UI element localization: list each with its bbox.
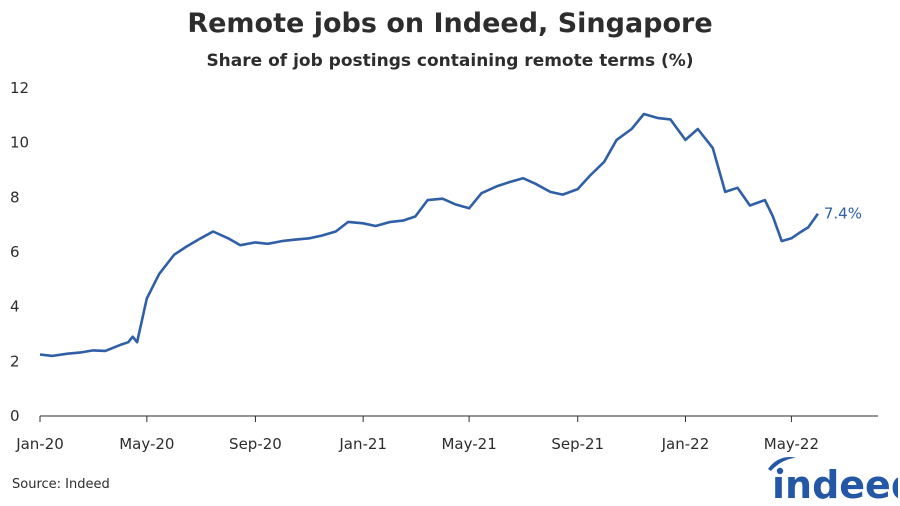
series-line	[39, 112, 819, 358]
chart-title: Remote jobs on Indeed, Singapore	[187, 8, 713, 39]
y-tick-label: 8	[10, 188, 20, 206]
source-note: Source: Indeed	[12, 477, 110, 492]
x-tick-label: Jan-22	[661, 435, 710, 453]
x-tick-label: Jan-20	[15, 435, 64, 453]
y-tick-label: 10	[10, 134, 29, 152]
end-value-label: 7.4%	[824, 205, 862, 223]
svg-text:ındeed: ındeed	[772, 463, 898, 503]
y-tick-label: 2	[10, 352, 20, 370]
x-tick-label: Jan-21	[338, 435, 387, 453]
x-tick-label: May-20	[119, 435, 174, 453]
y-tick-label: 12	[10, 79, 29, 97]
x-tick-label: May-21	[441, 435, 496, 453]
y-tick-label: 0	[10, 407, 20, 425]
x-tick-label: May-22	[764, 435, 819, 453]
x-tick-label: Sep-21	[551, 435, 604, 453]
chart-subtitle: Share of job postings containing remote …	[206, 51, 694, 71]
y-tick-label: 6	[10, 243, 20, 261]
y-tick-label: 4	[10, 298, 20, 316]
indeed-logo-icon: ındeed	[768, 457, 898, 503]
x-tick-label: Sep-20	[229, 435, 282, 453]
